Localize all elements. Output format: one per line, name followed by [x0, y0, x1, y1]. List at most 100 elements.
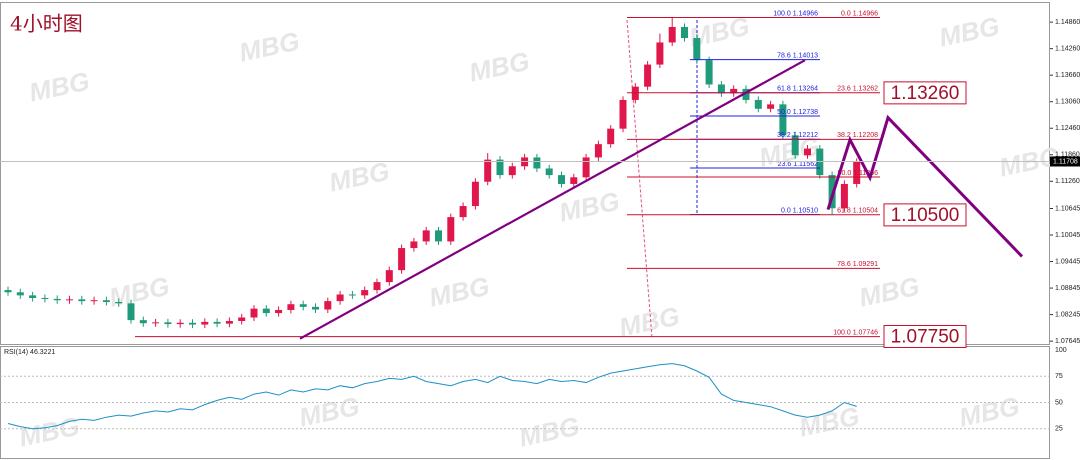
candle-body: [533, 157, 541, 169]
candle-body: [594, 144, 602, 158]
y-tick-label: 50: [1055, 399, 1063, 406]
candle-body: [312, 306, 319, 310]
key-level-label: 1.07750: [891, 326, 960, 347]
candle-body: [164, 322, 172, 325]
candle-body: [410, 241, 418, 249]
rsi-line: [7, 363, 857, 430]
candle-body: [767, 104, 775, 109]
candle-body: [287, 304, 295, 310]
candle-body: [41, 298, 49, 300]
candle-body: [225, 321, 233, 324]
key-level-label: 1.13260: [891, 83, 960, 104]
y-tick-label: 75: [1055, 373, 1063, 380]
candle-body: [730, 88, 738, 94]
fib-label: 78.6 1.09291: [837, 261, 878, 268]
fib-label: 23.6 1.13262: [837, 86, 878, 93]
candle-body: [385, 270, 393, 283]
candle-body: [139, 320, 147, 324]
candle-body: [496, 159, 504, 176]
candle-body: [447, 217, 455, 242]
fib-anchor-line: [626, 19, 653, 339]
fib-label: 0.0 1.14966: [841, 10, 878, 17]
candle-body: [508, 166, 516, 176]
y-tick-label: 1.08845: [1055, 285, 1080, 292]
fib-label: 100.0 1.07746: [833, 330, 878, 337]
fib-label: 0.0 1.10510: [781, 207, 818, 214]
fib-label: 61.8 1.13264: [777, 86, 818, 93]
candle-body: [853, 161, 861, 184]
candle-body: [705, 60, 713, 85]
candle-body: [681, 26, 688, 39]
candle-body: [668, 26, 676, 43]
candle-body: [459, 206, 467, 218]
candle-body: [558, 175, 565, 184]
candle-body: [78, 299, 86, 302]
key-level-box: [883, 203, 967, 227]
candle-body: [422, 230, 430, 242]
candle-body: [742, 88, 750, 100]
y-tick-label: 25: [1055, 426, 1063, 433]
fib-label: 50.0 1.12738: [777, 109, 818, 116]
candle-body: [16, 292, 24, 296]
fib-label: 38.2 1.12212: [777, 132, 818, 139]
candle-body: [570, 177, 578, 184]
candle-body: [693, 38, 701, 61]
y-tick-label: 1.08245: [1055, 311, 1080, 318]
y-tick-label: 1.10645: [1055, 205, 1080, 212]
candle-body: [398, 248, 406, 271]
candle-body: [189, 322, 196, 325]
y-tick-label: 1.07645: [1055, 338, 1080, 345]
key-level-label: 1.10500: [891, 205, 960, 226]
y-tick-label: 1.14260: [1055, 45, 1080, 52]
candle-body: [644, 64, 652, 87]
candle-body: [152, 322, 160, 324]
fib-label: 23.6 1.11562: [778, 161, 818, 168]
candle-body: [4, 290, 12, 293]
candle-body: [176, 322, 184, 325]
candle-body: [90, 300, 98, 302]
y-tick-label: 1.13060: [1055, 99, 1080, 106]
candle-body: [717, 84, 725, 94]
key-level-box: [883, 81, 967, 105]
candle-body: [545, 168, 553, 176]
candle-body: [435, 230, 442, 242]
candle-body: [115, 301, 123, 304]
y-tick-label: 100: [1055, 347, 1067, 354]
fib-label: 61.8 1.10504: [837, 208, 878, 215]
rsi-label: RSI(14) 46.3221: [4, 349, 55, 356]
y-tick-label: 1.13660: [1055, 72, 1080, 79]
y-tick-label: 1.11860: [1055, 152, 1080, 159]
y-tick-label: 1.12460: [1055, 125, 1080, 132]
candle-body: [791, 135, 799, 156]
candle-body: [324, 301, 332, 310]
candle-body: [471, 181, 479, 207]
price-panel: [0, 2, 1050, 345]
chart-title: 4小时图: [10, 12, 83, 36]
candle-body: [53, 298, 61, 301]
candle-body: [66, 299, 73, 301]
candle-body: [631, 86, 639, 100]
candle-body: [619, 99, 627, 129]
candle-body: [238, 317, 246, 322]
fib-label: 78.6 1.14013: [777, 52, 818, 59]
fib-label: 38.2 1.12208: [837, 132, 878, 139]
candle-body: [262, 308, 270, 314]
candle-body: [250, 308, 258, 318]
candle-body: [779, 104, 787, 136]
candle-body: [804, 148, 811, 156]
candle-body: [582, 157, 590, 178]
y-tick-label: 1.09445: [1055, 258, 1080, 265]
candle-body: [299, 304, 307, 307]
candle-body: [348, 294, 356, 296]
candle-body: [484, 159, 492, 182]
y-tick-label: 1.11260: [1055, 178, 1080, 185]
candle-body: [607, 128, 615, 145]
candle-body: [275, 309, 283, 314]
fib-label: 50.0 1.11356: [838, 170, 878, 177]
candle-body: [754, 99, 762, 109]
candle-body: [102, 300, 110, 302]
last-price-label: 1.11708: [1053, 158, 1078, 165]
candle-body: [656, 42, 664, 65]
candle-body: [336, 294, 344, 302]
